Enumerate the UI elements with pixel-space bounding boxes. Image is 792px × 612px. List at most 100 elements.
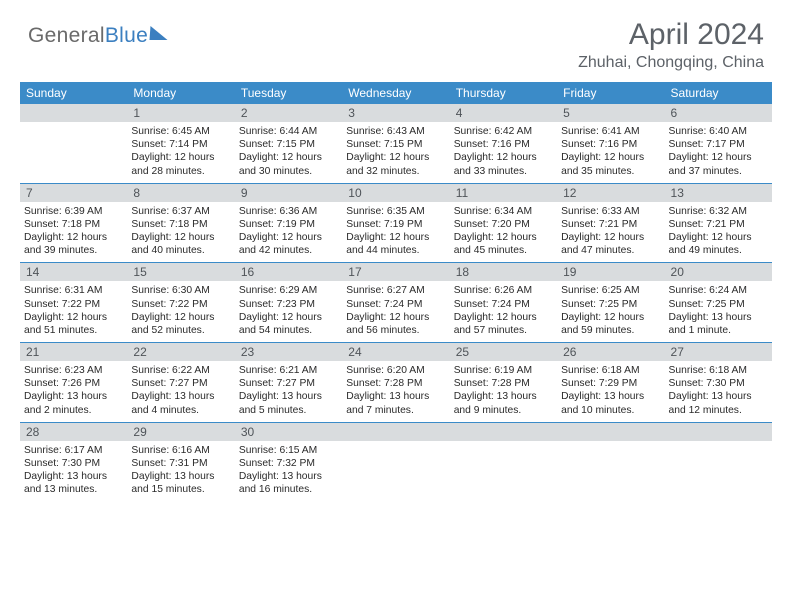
day-number-cell: 16 bbox=[235, 263, 342, 281]
sunrise-line: Sunrise: 6:17 AM bbox=[24, 444, 123, 457]
day-number-cell: 13 bbox=[665, 184, 772, 202]
sunrise-line: Sunrise: 6:18 AM bbox=[669, 364, 768, 377]
sunrise-line: Sunrise: 6:36 AM bbox=[239, 205, 338, 218]
daylight-line: Daylight: 12 hours and 28 minutes. bbox=[131, 151, 230, 177]
day-number-row: 282930 bbox=[20, 423, 772, 441]
day-number-cell bbox=[450, 423, 557, 441]
sunset-line: Sunset: 7:25 PM bbox=[561, 298, 660, 311]
sunset-line: Sunset: 7:28 PM bbox=[346, 377, 445, 390]
day-body-cell: Sunrise: 6:17 AMSunset: 7:30 PMDaylight:… bbox=[20, 441, 127, 502]
day-body-cell: Sunrise: 6:45 AMSunset: 7:14 PMDaylight:… bbox=[127, 122, 234, 183]
day-number-cell: 29 bbox=[127, 423, 234, 441]
day-number-cell: 11 bbox=[450, 184, 557, 202]
day-number-cell: 8 bbox=[127, 184, 234, 202]
day-number-cell: 1 bbox=[127, 104, 234, 122]
day-body-cell: Sunrise: 6:23 AMSunset: 7:26 PMDaylight:… bbox=[20, 361, 127, 422]
day-body-cell: Sunrise: 6:35 AMSunset: 7:19 PMDaylight:… bbox=[342, 202, 449, 263]
day-number-cell bbox=[342, 423, 449, 441]
day-number-cell: 17 bbox=[342, 263, 449, 281]
day-number-cell: 19 bbox=[557, 263, 664, 281]
daylight-line: Daylight: 12 hours and 33 minutes. bbox=[454, 151, 553, 177]
day-number-cell: 4 bbox=[450, 104, 557, 122]
daylight-line: Daylight: 13 hours and 2 minutes. bbox=[24, 390, 123, 416]
day-number-cell: 22 bbox=[127, 343, 234, 361]
day-body-cell: Sunrise: 6:31 AMSunset: 7:22 PMDaylight:… bbox=[20, 281, 127, 342]
sunset-line: Sunset: 7:14 PM bbox=[131, 138, 230, 151]
day-body-cell bbox=[557, 441, 664, 502]
day-header: Sunday bbox=[20, 82, 127, 104]
sunset-line: Sunset: 7:27 PM bbox=[131, 377, 230, 390]
day-body-cell: Sunrise: 6:18 AMSunset: 7:30 PMDaylight:… bbox=[665, 361, 772, 422]
day-body-cell: Sunrise: 6:22 AMSunset: 7:27 PMDaylight:… bbox=[127, 361, 234, 422]
day-body-cell: Sunrise: 6:30 AMSunset: 7:22 PMDaylight:… bbox=[127, 281, 234, 342]
day-number-row: 123456 bbox=[20, 104, 772, 122]
sunrise-line: Sunrise: 6:24 AM bbox=[669, 284, 768, 297]
day-body-row: Sunrise: 6:17 AMSunset: 7:30 PMDaylight:… bbox=[20, 441, 772, 502]
day-body-cell bbox=[450, 441, 557, 502]
day-number-cell: 28 bbox=[20, 423, 127, 441]
day-number-cell: 25 bbox=[450, 343, 557, 361]
sunset-line: Sunset: 7:28 PM bbox=[454, 377, 553, 390]
day-body-cell: Sunrise: 6:33 AMSunset: 7:21 PMDaylight:… bbox=[557, 202, 664, 263]
daylight-line: Daylight: 12 hours and 32 minutes. bbox=[346, 151, 445, 177]
day-number-cell: 7 bbox=[20, 184, 127, 202]
sunset-line: Sunset: 7:16 PM bbox=[454, 138, 553, 151]
sunrise-line: Sunrise: 6:32 AM bbox=[669, 205, 768, 218]
sunset-line: Sunset: 7:19 PM bbox=[346, 218, 445, 231]
sunrise-line: Sunrise: 6:41 AM bbox=[561, 125, 660, 138]
daylight-line: Daylight: 13 hours and 16 minutes. bbox=[239, 470, 338, 496]
sunset-line: Sunset: 7:31 PM bbox=[131, 457, 230, 470]
sunrise-line: Sunrise: 6:27 AM bbox=[346, 284, 445, 297]
day-body-cell: Sunrise: 6:18 AMSunset: 7:29 PMDaylight:… bbox=[557, 361, 664, 422]
daylight-line: Daylight: 12 hours and 51 minutes. bbox=[24, 311, 123, 337]
sunset-line: Sunset: 7:24 PM bbox=[454, 298, 553, 311]
daylight-line: Daylight: 12 hours and 35 minutes. bbox=[561, 151, 660, 177]
sunrise-line: Sunrise: 6:45 AM bbox=[131, 125, 230, 138]
brand-part1: General bbox=[28, 24, 105, 47]
day-number-row: 14151617181920 bbox=[20, 263, 772, 281]
day-body-cell: Sunrise: 6:21 AMSunset: 7:27 PMDaylight:… bbox=[235, 361, 342, 422]
day-body-cell bbox=[665, 441, 772, 502]
day-number-cell: 26 bbox=[557, 343, 664, 361]
day-body-cell: Sunrise: 6:15 AMSunset: 7:32 PMDaylight:… bbox=[235, 441, 342, 502]
day-body-row: Sunrise: 6:39 AMSunset: 7:18 PMDaylight:… bbox=[20, 202, 772, 263]
day-number-cell bbox=[557, 423, 664, 441]
sunrise-line: Sunrise: 6:16 AM bbox=[131, 444, 230, 457]
sunrise-line: Sunrise: 6:33 AM bbox=[561, 205, 660, 218]
brand-part2: Blue bbox=[105, 24, 148, 47]
sunset-line: Sunset: 7:23 PM bbox=[239, 298, 338, 311]
daylight-line: Daylight: 12 hours and 54 minutes. bbox=[239, 311, 338, 337]
daylight-line: Daylight: 12 hours and 40 minutes. bbox=[131, 231, 230, 257]
sunrise-line: Sunrise: 6:29 AM bbox=[239, 284, 338, 297]
daylight-line: Daylight: 12 hours and 39 minutes. bbox=[24, 231, 123, 257]
daylight-line: Daylight: 12 hours and 52 minutes. bbox=[131, 311, 230, 337]
daylight-line: Daylight: 13 hours and 12 minutes. bbox=[669, 390, 768, 416]
sunrise-line: Sunrise: 6:19 AM bbox=[454, 364, 553, 377]
day-number-cell: 30 bbox=[235, 423, 342, 441]
daylight-line: Daylight: 13 hours and 4 minutes. bbox=[131, 390, 230, 416]
day-body-cell: Sunrise: 6:25 AMSunset: 7:25 PMDaylight:… bbox=[557, 281, 664, 342]
day-number-cell: 12 bbox=[557, 184, 664, 202]
day-number-cell: 3 bbox=[342, 104, 449, 122]
sunset-line: Sunset: 7:19 PM bbox=[239, 218, 338, 231]
day-number-row: 21222324252627 bbox=[20, 343, 772, 361]
day-body-cell: Sunrise: 6:40 AMSunset: 7:17 PMDaylight:… bbox=[665, 122, 772, 183]
sunrise-line: Sunrise: 6:18 AM bbox=[561, 364, 660, 377]
sunrise-line: Sunrise: 6:37 AM bbox=[131, 205, 230, 218]
day-number-cell: 6 bbox=[665, 104, 772, 122]
day-header: Friday bbox=[557, 82, 664, 104]
day-number-cell: 21 bbox=[20, 343, 127, 361]
day-body-row: Sunrise: 6:31 AMSunset: 7:22 PMDaylight:… bbox=[20, 281, 772, 342]
day-header: Saturday bbox=[665, 82, 772, 104]
day-number-cell: 14 bbox=[20, 263, 127, 281]
month-title: April 2024 bbox=[578, 18, 764, 52]
day-body-cell: Sunrise: 6:26 AMSunset: 7:24 PMDaylight:… bbox=[450, 281, 557, 342]
sunset-line: Sunset: 7:20 PM bbox=[454, 218, 553, 231]
day-number-cell: 9 bbox=[235, 184, 342, 202]
sunset-line: Sunset: 7:17 PM bbox=[669, 138, 768, 151]
sunrise-line: Sunrise: 6:20 AM bbox=[346, 364, 445, 377]
title-block: April 2024 Zhuhai, Chongqing, China bbox=[578, 18, 764, 72]
daylight-line: Daylight: 12 hours and 57 minutes. bbox=[454, 311, 553, 337]
day-body-cell: Sunrise: 6:37 AMSunset: 7:18 PMDaylight:… bbox=[127, 202, 234, 263]
daylight-line: Daylight: 13 hours and 5 minutes. bbox=[239, 390, 338, 416]
